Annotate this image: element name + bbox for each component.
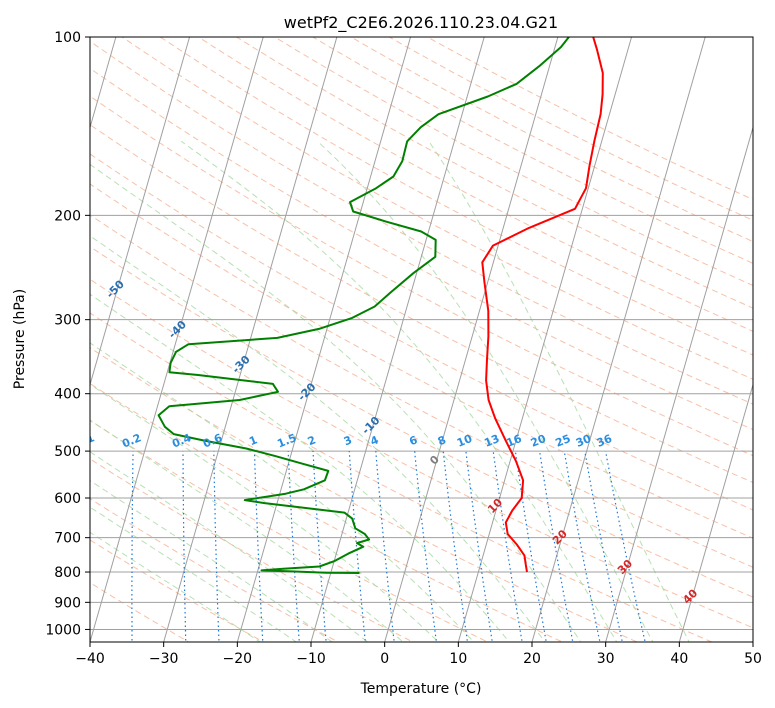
isotherm-line [605,125,753,642]
mixing-ratio-label: 3 [342,433,354,448]
x-tick-label: −30 [149,651,179,667]
dry-adiabat-line [349,37,753,243]
mixing-ratio-line [213,451,220,642]
isotherm-line [90,37,191,387]
dry-adiabat-line [90,312,713,642]
isotherm-line [457,37,633,642]
isotherm-line [678,382,753,642]
mixing-ratio-line [131,451,134,642]
plot-area [90,37,753,642]
x-tick-label: 50 [744,651,762,667]
mixing-ratio-line [539,451,574,642]
mixing-ratio-label: 16 [505,432,524,450]
mixing-ratio-label: 36 [595,432,614,450]
moist-adiabat-line [90,342,475,642]
x-tick-label: 30 [597,651,615,667]
y-tick-label: 400 [54,387,81,403]
x-tick-label: 20 [523,651,541,667]
y-tick-label: 700 [54,531,81,547]
mixing-ratio-label: 0.1 [73,431,96,450]
dewpoint-profile-line [157,37,570,574]
moist-adiabat-line [317,140,654,642]
x-tick-label: −40 [75,651,105,667]
mixing-ratio-label: 1 [247,433,259,448]
isotherm-line [384,37,559,642]
dry-adiabat-line [311,37,753,264]
dry-adiabat-line [90,124,753,483]
mixing-ratio-line [375,451,395,642]
moist-adiabat-line [90,480,333,642]
y-tick-label: 900 [54,595,81,611]
mixing-ratio-line [182,451,187,642]
moist-adiabat-line [90,531,262,642]
isotherm-line [236,37,412,642]
dry-adiabat-line [90,278,753,629]
moist-adiabat-line [90,451,369,642]
y-axis-label: Pressure (hPa) [12,289,28,389]
mixing-ratio-label: 2 [306,433,318,448]
y-tick-label: 100 [54,30,81,46]
isotherm-line [90,37,264,642]
dry-adiabat-line [273,37,753,287]
dry-adiabat-line [90,214,753,568]
dry-adiabat-line [90,153,753,511]
mixing-ratio-line [492,451,523,642]
y-tick-label: 300 [54,313,81,329]
moist-adiabat-line [428,141,690,642]
moist-adiabat-line [90,419,404,642]
mixing-ratio-line [563,451,601,642]
temperature-profile-line [481,37,604,573]
mixing-ratio-line [253,451,264,642]
mixing-ratio-label: 20 [529,432,548,450]
y-tick-label: 600 [54,491,81,507]
y-axis: 100 200 300 400 500 600 700 800 900 1000 [45,30,90,638]
mixing-ratio-label: 13 [482,432,501,450]
x-tick-label: −10 [296,651,326,667]
x-axis: −40 −30 −20 −10 0 10 20 30 40 50 [75,642,762,667]
dry-adiabat-line [388,37,753,221]
y-tick-label: 800 [54,565,81,581]
moist-adiabat-line [90,506,298,642]
mixing-ratio-label: 25 [553,432,572,450]
x-tick-label: −20 [223,651,253,667]
y-tick-label: 500 [54,444,81,460]
dry-adiabat-line [90,498,340,642]
x-tick-label: 10 [449,651,467,667]
dry-adiabat-line [90,420,489,642]
x-axis-label: Temperature (°C) [360,681,482,697]
isotherm-line [310,37,485,642]
moist-adiabat-line [181,140,618,642]
mixing-ratio-line [465,451,493,642]
dry-adiabat-line [235,37,753,309]
dry-adiabat-line [90,458,414,642]
mixing-ratio-label: 8 [436,433,448,448]
mixing-ratio-label: 10 [455,432,474,450]
y-tick-label: 1000 [45,622,81,638]
x-tick-label: 0 [380,651,389,667]
dry-adiabat-line [90,347,639,642]
mixing-ratio-label: 30 [574,432,593,450]
chart-title: wetPf2_C2E6.2026.110.23.04.G21 [284,13,558,33]
isotherm-line [531,37,706,642]
plot-frame [89,36,754,643]
x-tick-label: 40 [670,651,688,667]
dry-adiabat-line [90,183,753,539]
moist-adiabat-line [90,293,510,642]
y-tick-label: 200 [54,208,81,224]
